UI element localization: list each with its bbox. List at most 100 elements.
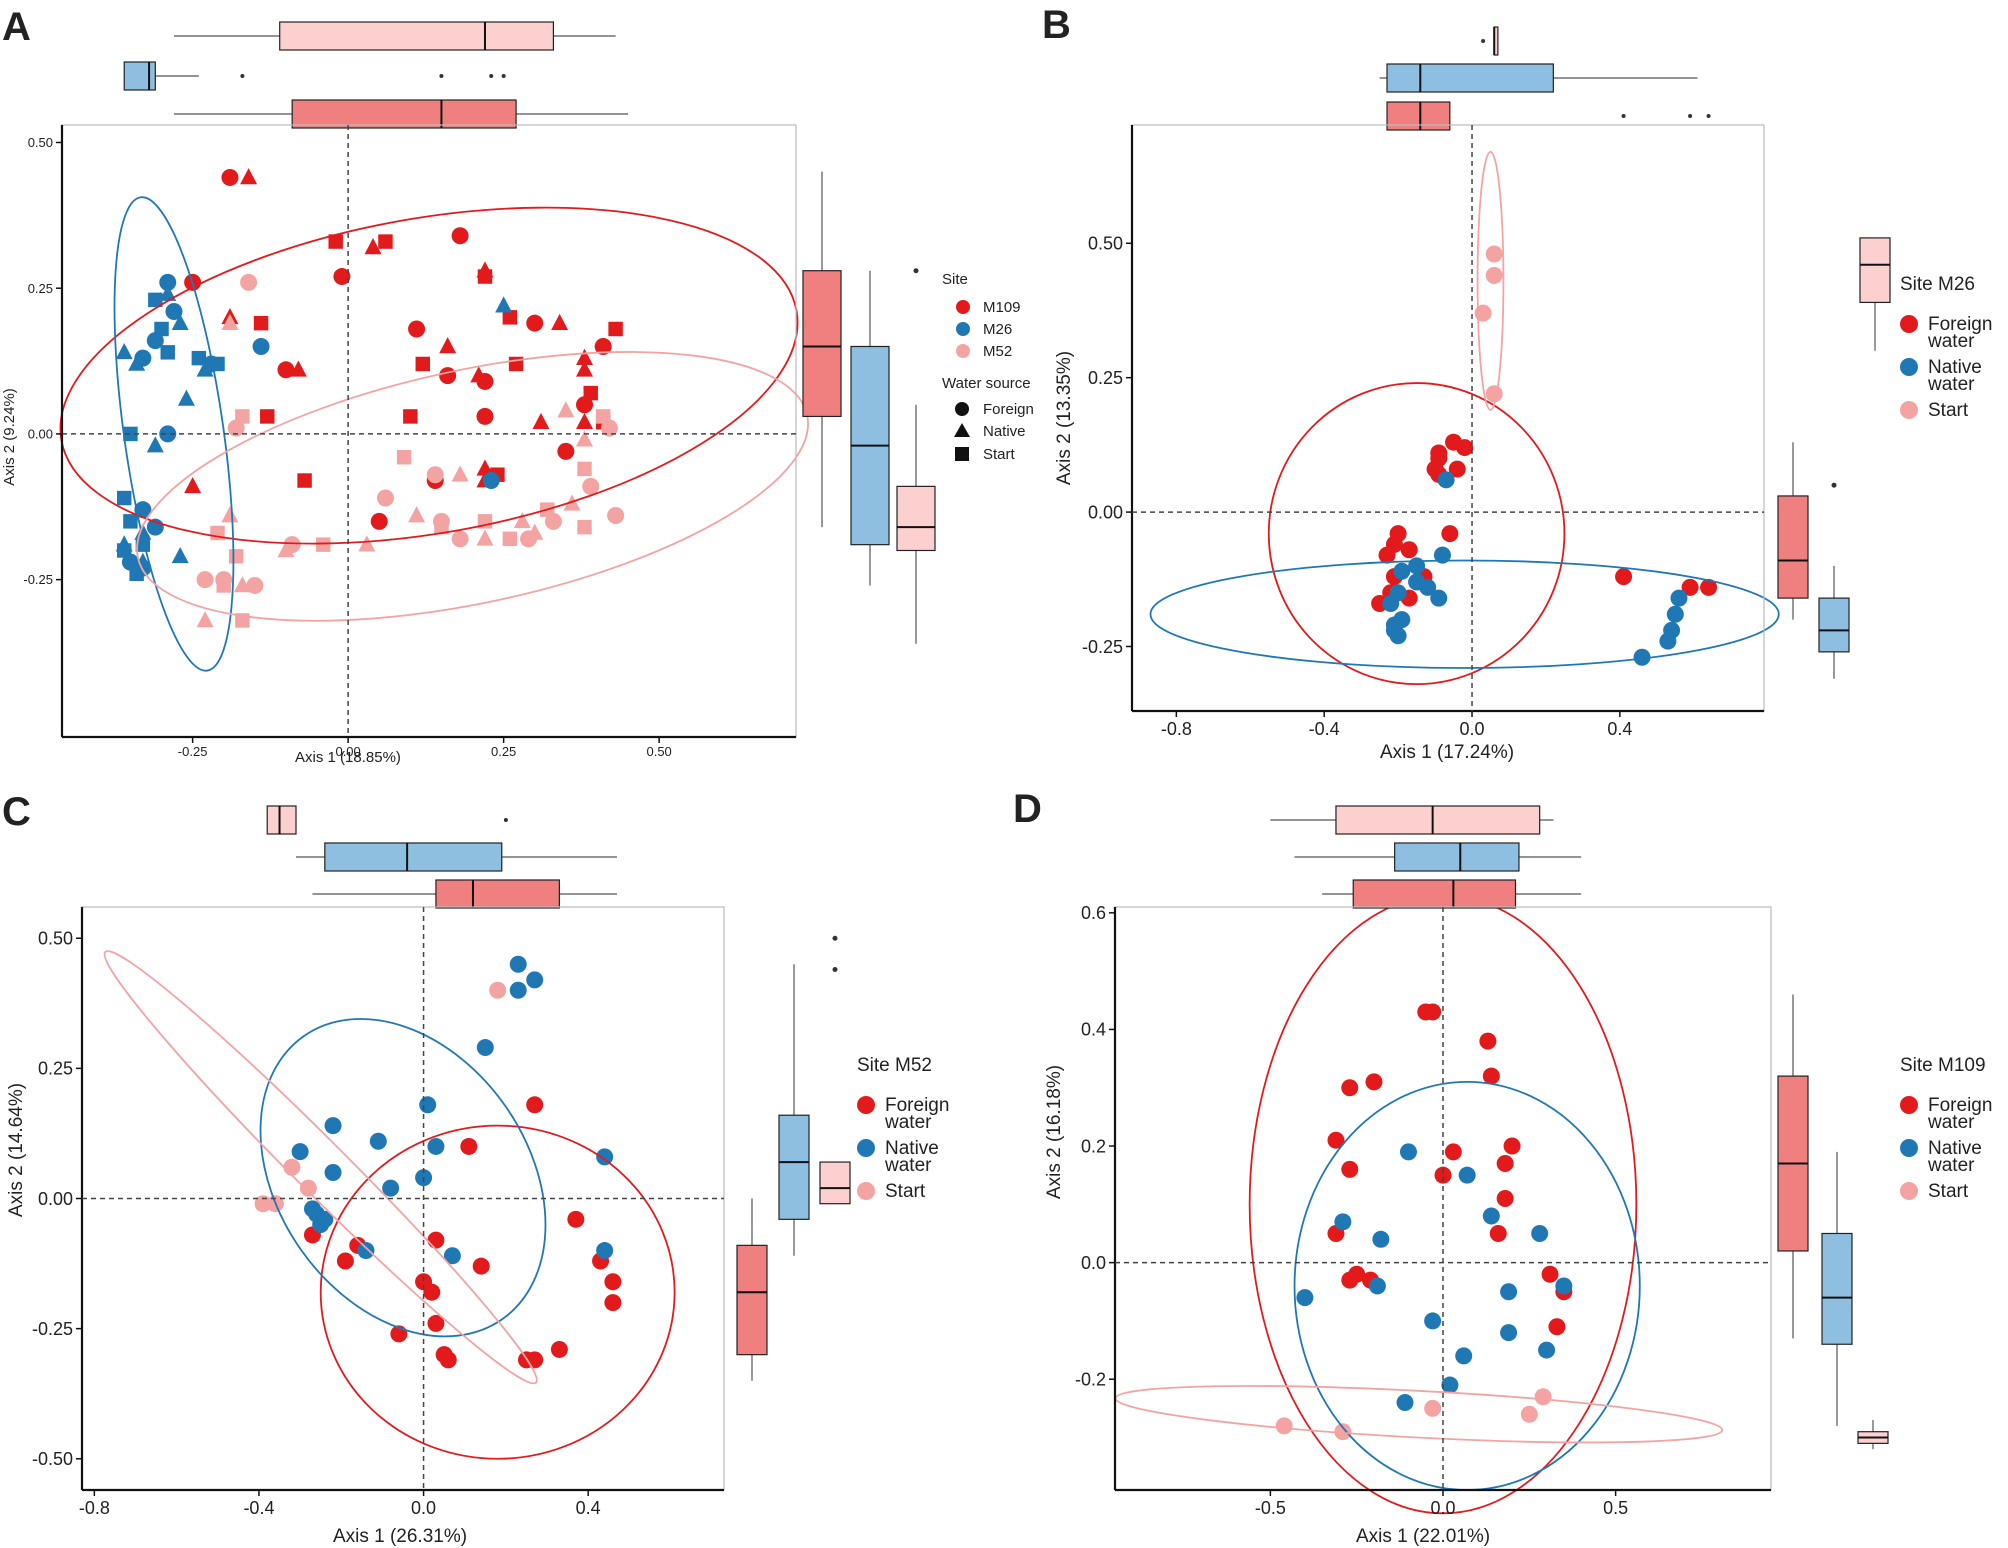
point-foreign [1400,541,1418,559]
point-m109 [333,268,351,286]
point-native [1531,1224,1549,1242]
panel-c-frame [81,906,725,1491]
y-tick-label: 0.00 [38,1189,73,1209]
point-foreign [423,1283,441,1301]
legend-foreign-swatch [1900,1096,1918,1114]
point-m26 [134,501,152,519]
point-native [1424,1312,1442,1330]
point-m26 [196,360,214,377]
point-start [254,1195,272,1213]
point-foreign [1327,1131,1345,1149]
top-box-outlier [1621,114,1626,118]
point-native [382,1179,400,1197]
point-m52 [277,541,295,558]
point-m26 [495,296,513,313]
legend-start-shape [955,447,969,461]
point-foreign [427,1231,445,1249]
x-tick-label: 0.00 [335,744,360,759]
point-foreign [1365,1073,1383,1091]
x-tick-label: 0.4 [576,1498,601,1518]
point-m26 [116,490,132,506]
top-box-outlier [501,74,506,78]
point-m52 [396,450,412,465]
legend-m52-label: M52 [983,343,1012,360]
point-foreign [1434,1166,1452,1184]
legend-native-swatch [857,1139,875,1157]
legend-label-line: Start [885,1181,926,1202]
legend-native-shape [954,423,970,437]
point-m52 [376,489,394,507]
point-foreign [1341,1160,1359,1178]
point-foreign [1424,1003,1442,1021]
top-box-native [324,842,503,872]
side-box-native [778,1114,810,1220]
x-tick-label: -0.8 [79,1498,110,1518]
point-m109 [439,367,457,385]
point-m52 [196,611,214,628]
legend-label-line: water [1927,1112,1975,1133]
point-m109 [526,314,544,332]
point-native [1482,1207,1500,1225]
point-start [1534,1388,1552,1406]
point-native [1396,1394,1414,1412]
top-box-foreign [1352,879,1517,909]
point-m26 [159,425,177,443]
point-native [1455,1347,1473,1365]
top-box-outlier [503,818,508,822]
point-m109 [221,168,239,186]
y-tick-label: 0.25 [28,281,53,296]
point-m26 [146,436,164,453]
y-tick-label: 0.00 [1088,502,1123,522]
legend-foreign-label: Foreign water [1927,1095,1992,1133]
point-native [324,1117,342,1135]
point-foreign [1548,1318,1566,1336]
point-m52 [358,535,376,552]
point-m52 [196,571,214,589]
top-box-foreign [1386,101,1451,131]
point-native [427,1137,445,1155]
point-m52 [451,465,469,482]
point-m109 [502,310,518,325]
x-tick-label: 0.25 [491,744,516,759]
legend-water-source-title: Water source [942,375,1031,392]
point-m52 [582,477,600,495]
y-tick-label: 0.00 [28,426,53,441]
point-foreign [1541,1265,1559,1283]
panel-c: C -0.8 -0.4 0.0 0.4 -0.50 -0.25 0.00 0.25 0.50 A… [2,790,949,1547]
point-m52 [221,313,239,330]
point-native [1334,1213,1352,1231]
y-tick-label: 0.50 [28,135,53,150]
legend-foreign-label: Foreign water [884,1095,949,1133]
point-foreign [604,1273,622,1291]
point-m109 [253,315,269,331]
panel-c-xlabel: Axis 1 (26.31%) [333,1526,467,1547]
legend-foreign-swatch [1900,315,1918,333]
point-foreign [460,1137,478,1155]
point-native [1430,589,1448,607]
x-tick-label: 0.0 [1430,1498,1455,1518]
y-tick-label: 0.25 [38,1059,73,1079]
point-foreign [472,1257,490,1275]
point-m109 [476,407,494,425]
legend-site-title: Site [942,271,968,288]
legend-start-swatch [857,1182,875,1200]
point-m52 [228,549,244,564]
point-m109 [277,361,295,379]
point-m26 [128,354,146,371]
point-native [1408,557,1426,575]
legend-foreign-swatch [857,1096,875,1114]
side-box-foreign [736,1244,768,1356]
point-m52 [577,519,592,535]
point-m26 [171,546,189,564]
point-foreign [550,1340,568,1358]
ellipse-start [1114,1385,1724,1444]
point-m26 [165,303,183,321]
side-box-foreign [1777,495,1809,599]
x-tick-label: -0.5 [1255,1498,1286,1518]
point-native [476,1039,494,1057]
point-m26 [177,389,195,406]
point-m109 [576,348,594,365]
x-tick-label: -0.25 [178,744,208,759]
point-m109 [364,238,382,255]
legend-label-line: water [1927,331,1975,352]
